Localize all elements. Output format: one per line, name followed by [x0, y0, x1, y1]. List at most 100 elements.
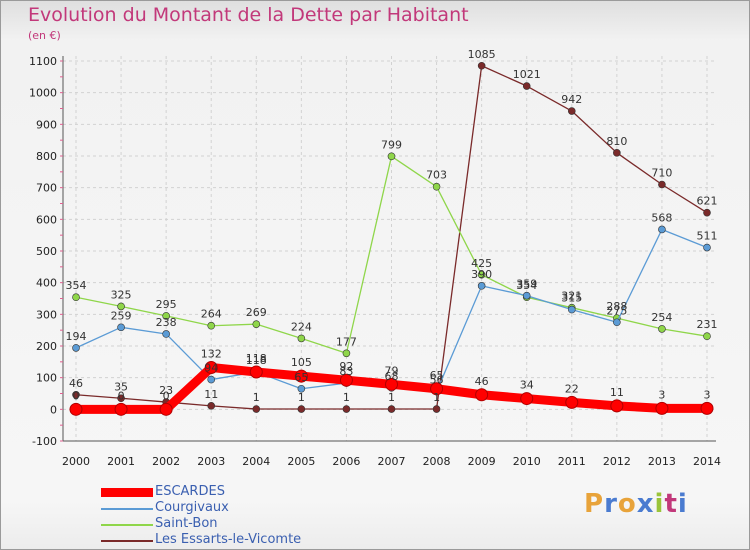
logo-letter: x	[636, 489, 655, 519]
data-point-les-essarts-le-vicomte	[387, 405, 396, 413]
data-label-les-essarts-le-vicomte: 46	[69, 377, 83, 390]
data-point-saint-bon	[207, 321, 216, 330]
y-tick-label: 500	[36, 245, 57, 258]
data-point-courgivaux	[297, 384, 306, 393]
x-tick-label: 2009	[468, 455, 496, 468]
data-label-saint-bon: 288	[606, 300, 627, 313]
data-label-courgivaux: 94	[204, 362, 218, 375]
data-label-escardes: 118	[246, 352, 267, 365]
data-label-les-essarts-le-vicomte: 1021	[513, 68, 541, 81]
data-label-escardes: 3	[658, 388, 665, 401]
data-label-saint-bon: 295	[156, 298, 177, 311]
data-label-saint-bon: 231	[697, 318, 718, 331]
data-label-escardes: 0	[118, 389, 125, 402]
data-point-escardes	[204, 361, 218, 375]
data-point-saint-bon	[703, 332, 711, 340]
logo-letter: t	[664, 489, 678, 519]
data-label-escardes: 34	[520, 379, 534, 392]
legend-swatch-escardes	[101, 488, 153, 497]
data-point-courgivaux	[567, 305, 576, 314]
data-label-courgivaux: 83	[339, 365, 353, 378]
data-point-courgivaux	[477, 282, 486, 290]
x-tick-label: 2001	[107, 455, 135, 468]
data-point-les-essarts-le-vicomte	[252, 405, 261, 413]
data-label-escardes: 22	[565, 382, 579, 395]
data-label-courgivaux: 118	[246, 354, 267, 367]
chart-subtitle: (en €)	[28, 29, 61, 42]
y-tick-label: 600	[36, 213, 57, 226]
legend-label-saint-bon: Saint-Bon	[155, 516, 218, 531]
data-point-courgivaux	[207, 375, 216, 384]
data-label-courgivaux: 390	[471, 268, 492, 281]
data-label-les-essarts-le-vicomte: 621	[697, 195, 718, 208]
x-tick-label: 2008	[423, 455, 451, 468]
data-label-courgivaux: 315	[561, 292, 582, 305]
proxiti-logo: Proxiti	[584, 489, 688, 519]
y-tick-label: 800	[36, 150, 57, 163]
x-tick-label: 2003	[197, 455, 225, 468]
logo-letter: r	[604, 489, 618, 519]
data-label-courgivaux: 511	[697, 230, 718, 243]
x-tick-label: 2013	[648, 455, 676, 468]
data-point-les-essarts-le-vicomte	[432, 405, 441, 413]
data-label-escardes: 0	[163, 389, 170, 402]
data-point-escardes	[565, 395, 579, 409]
data-point-courgivaux	[117, 323, 125, 332]
data-labels-layer: 46 35 23 11 1 1 1 1 1108510219428107106213543252…	[66, 48, 718, 404]
data-label-courgivaux: 194	[66, 330, 87, 343]
data-point-courgivaux	[613, 318, 621, 327]
data-point-saint-bon	[342, 349, 351, 358]
data-point-escardes	[114, 402, 128, 416]
data-label-escardes: 105	[291, 356, 312, 369]
data-label-escardes: 65	[430, 369, 444, 382]
y-tick-label: 900	[36, 118, 57, 131]
data-point-les-essarts-le-vicomte	[72, 390, 80, 399]
data-label-escardes: 132	[201, 348, 222, 361]
y-tick-label: 200	[36, 340, 57, 353]
data-point-escardes	[339, 373, 353, 387]
data-label-les-essarts-le-vicomte: 1	[388, 391, 395, 404]
logo-letter: i	[654, 489, 665, 519]
data-label-courgivaux: 259	[111, 309, 132, 322]
data-label-escardes: 11	[610, 386, 624, 399]
x-tick-label: 2012	[603, 455, 631, 468]
data-point-courgivaux	[703, 243, 711, 252]
x-tick-label: 2006	[332, 455, 360, 468]
y-tick-label: 1000	[29, 87, 57, 100]
data-label-les-essarts-le-vicomte: 35	[114, 380, 128, 393]
data-label-les-essarts-le-vicomte: 710	[651, 167, 672, 180]
legend-label-les-essarts: Les Essarts-le-Vicomte	[155, 532, 302, 547]
x-tick-label: 2000	[62, 455, 90, 468]
data-label-saint-bon: 269	[246, 306, 267, 319]
series-layer	[69, 61, 714, 416]
data-point-courgivaux	[658, 225, 666, 234]
data-point-saint-bon	[117, 302, 125, 311]
data-point-les-essarts-le-vicomte	[703, 208, 711, 217]
data-point-saint-bon	[658, 325, 666, 333]
data-point-escardes	[159, 402, 173, 416]
data-label-saint-bon: 264	[201, 308, 222, 321]
data-label-les-essarts-le-vicomte: 23	[159, 384, 173, 397]
legend-label-escardes: ESCARDES	[155, 484, 225, 499]
data-label-saint-bon: 224	[291, 320, 312, 333]
y-tick-label: 400	[36, 277, 57, 290]
data-point-courgivaux	[72, 344, 80, 352]
legend-label-courgivaux: Courgivaux	[155, 500, 229, 515]
x-tick-label: 2014	[693, 455, 721, 468]
data-point-saint-bon	[297, 334, 306, 343]
data-point-saint-bon	[162, 312, 170, 320]
data-point-escardes	[430, 382, 444, 396]
data-label-courgivaux: 68	[385, 370, 399, 383]
data-point-escardes	[385, 377, 398, 391]
data-point-escardes	[69, 402, 83, 416]
data-point-escardes	[294, 369, 308, 383]
data-point-les-essarts-le-vicomte	[477, 61, 486, 70]
data-label-courgivaux: 568	[651, 211, 672, 224]
y-tick-label: 700	[36, 182, 57, 195]
data-label-les-essarts-le-vicomte: 942	[561, 93, 582, 106]
data-label-courgivaux: 275	[606, 304, 627, 317]
data-point-escardes	[249, 365, 263, 379]
legend-swatch-les-essarts	[101, 540, 153, 542]
